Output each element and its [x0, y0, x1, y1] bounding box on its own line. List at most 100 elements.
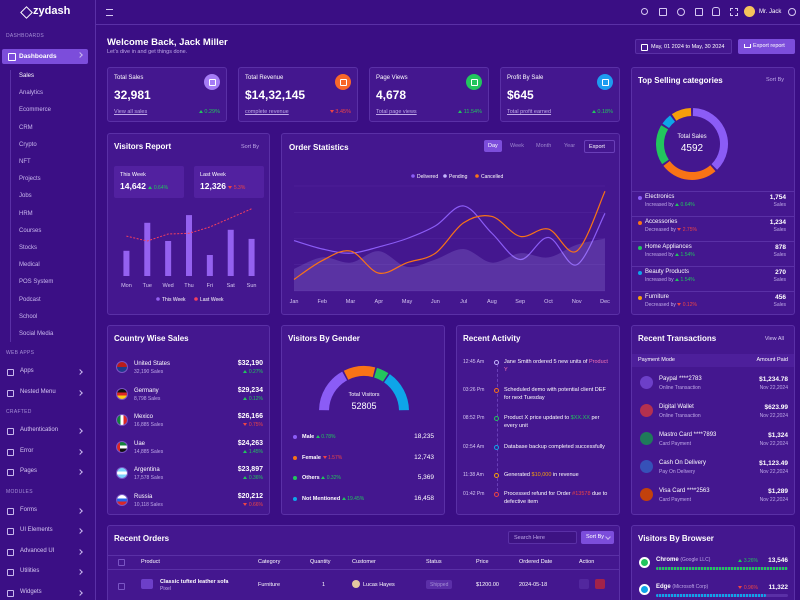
sidebar-active-item[interactable]: Dashboards: [2, 49, 88, 64]
submenu-item[interactable]: Sales: [19, 73, 35, 79]
fullscreen-icon[interactable]: [730, 8, 738, 16]
submenu-item[interactable]: Medical: [19, 262, 40, 269]
payment-amount: $1,289: [768, 488, 788, 495]
submenu-item[interactable]: Jobs: [19, 193, 32, 200]
calendar-icon: [641, 44, 648, 51]
activity-text: Scheduled demo with potential client DEF…: [504, 386, 612, 402]
export-icon: [744, 44, 751, 48]
stat-card: Total Sales 32,981 View all sales 0.29%: [107, 67, 227, 122]
change-indicator: 0.12%: [677, 302, 697, 308]
chart-canvas: [656, 108, 728, 180]
category-note: Decreased by 2.75%: [645, 227, 697, 233]
menu-item[interactable]: Advanced UI: [20, 547, 55, 554]
submenu-item[interactable]: CRM: [19, 124, 33, 131]
gauge-center-label: Total Visitors: [348, 392, 380, 398]
edit-button[interactable]: [579, 579, 589, 589]
search-box[interactable]: Search Here: [508, 531, 577, 544]
change-wrap: 3.26%: [738, 558, 758, 564]
change-value: 0.32%: [326, 475, 341, 481]
gender-name: Others: [302, 475, 320, 481]
submenu-item[interactable]: Projects: [19, 176, 41, 183]
note-text: Decreased by: [645, 227, 676, 233]
checkbox[interactable]: [118, 583, 125, 590]
settings-icon[interactable]: [788, 8, 796, 16]
menu-item[interactable]: Utilities: [20, 568, 40, 574]
gauge-segment: [383, 374, 409, 411]
stat-icon-glyph: [471, 79, 478, 86]
delete-button[interactable]: [595, 579, 605, 589]
submenu-item[interactable]: Courses: [19, 227, 42, 234]
export-button[interactable]: Export: [584, 140, 615, 153]
activity-text-part: #13578: [572, 491, 591, 497]
submenu-item[interactable]: School: [19, 313, 38, 320]
x-tick-label: Aug: [487, 299, 497, 305]
user-name[interactable]: Mr. Jack: [759, 9, 782, 15]
product-name: Classic tufted leather sofa: [160, 579, 229, 585]
submenu-item[interactable]: Ecommerce: [19, 107, 52, 114]
menu-item[interactable]: Widgets: [20, 588, 42, 595]
change-indicator: 0.96%: [738, 585, 758, 591]
timeline-dot: [494, 473, 499, 478]
activity-text: Processed refund for Order #13578 due to…: [504, 490, 612, 506]
submenu-item[interactable]: Analytics: [19, 90, 44, 97]
column-header: Ordered Date: [519, 559, 553, 565]
change-value: 0.64%: [153, 185, 169, 191]
menu-item[interactable]: Error: [20, 447, 34, 454]
view-all-link[interactable]: View All: [764, 336, 784, 342]
payment-icon: [640, 432, 653, 445]
country-sales-count: 32,190 Sales: [134, 369, 164, 375]
stat-link[interactable]: complete revenue: [245, 109, 289, 115]
submenu-item[interactable]: Stocks: [19, 245, 38, 251]
x-tick-label: Fri: [207, 283, 213, 289]
sort-button[interactable]: Sort By: [240, 144, 259, 150]
sort-button[interactable]: Sort By: [765, 77, 784, 83]
tab[interactable]: Day: [484, 140, 502, 152]
menu-item[interactable]: Pages: [20, 468, 38, 474]
sidebar-section-title: MODULES: [6, 488, 33, 495]
donut-segment: [692, 108, 728, 170]
stat-title: Total Sales: [114, 75, 144, 81]
stat-link[interactable]: Total page views: [376, 109, 417, 115]
change-indicator: 1.54%: [675, 252, 695, 258]
color-dot: [293, 455, 297, 460]
payment-date: Nov 22,2024: [759, 385, 788, 391]
tab[interactable]: Month: [536, 143, 552, 149]
payment-icon: [640, 404, 653, 417]
stat-link[interactable]: View all sales: [114, 109, 148, 115]
date-range[interactable]: May, 01 2024 to May, 30 2024: [635, 39, 732, 54]
language-icon[interactable]: [659, 8, 667, 16]
tab[interactable]: Year: [564, 143, 576, 149]
trend-arrow: [243, 423, 248, 427]
menu-item[interactable]: Nested Menu: [20, 388, 56, 395]
menu-item[interactable]: Forms: [20, 506, 37, 513]
submenu-item[interactable]: HRM: [19, 210, 33, 217]
trend-arrow: [315, 435, 320, 439]
menu-item[interactable]: Apps: [20, 368, 34, 374]
checkbox: [118, 559, 125, 566]
card-title: Visitors Report: [114, 142, 172, 151]
sort-button[interactable]: Sort By: [581, 531, 614, 544]
theme-icon[interactable]: [677, 8, 685, 16]
export-button[interactable]: Export report: [738, 39, 795, 54]
menu-item[interactable]: Authentication: [20, 427, 59, 433]
activity-time: 12:45 Am: [463, 359, 485, 365]
menu-item[interactable]: UI Elements: [20, 527, 53, 533]
submenu-item[interactable]: Social Media: [19, 331, 54, 337]
stat-link[interactable]: Total profit earned: [507, 109, 552, 115]
menu-toggle[interactable]: [106, 9, 113, 16]
submenu-item[interactable]: POS System: [19, 279, 54, 286]
search-icon[interactable]: [641, 8, 648, 15]
stat-card: Total Revenue $14,32,145 complete revenue 3…: [238, 67, 358, 122]
tab[interactable]: Week: [510, 143, 524, 149]
legend-swatch: [156, 297, 160, 301]
gender-card: Visitors By Gender Total Visitors 52805 Mal…: [281, 325, 445, 515]
card-title: Recent Transactions: [638, 334, 717, 343]
cart-icon[interactable]: [695, 8, 703, 16]
column-header: Customer: [352, 559, 376, 565]
submenu-item[interactable]: Crypto: [19, 141, 37, 148]
submenu-item[interactable]: Podcast: [19, 296, 41, 303]
user-avatar[interactable]: [744, 6, 755, 17]
submenu-item[interactable]: NFT: [19, 159, 31, 165]
week-value-row: 12,326 5.3%: [200, 181, 245, 191]
notification-icon[interactable]: [712, 7, 720, 16]
